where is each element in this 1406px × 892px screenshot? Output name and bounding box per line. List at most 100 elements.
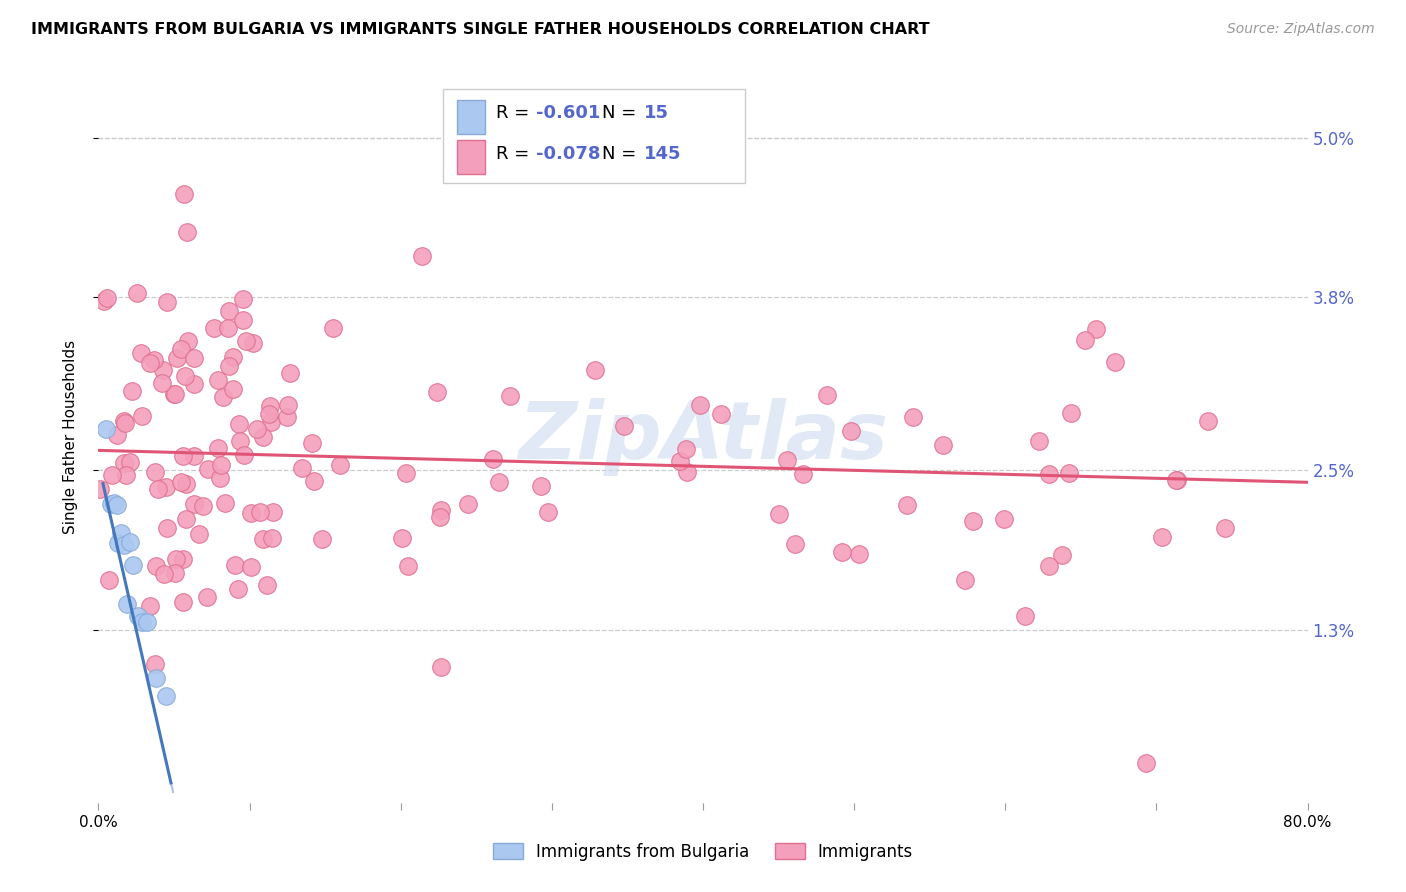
Point bbox=[183, 351, 205, 366]
Point bbox=[118, 455, 141, 469]
Point bbox=[110, 526, 132, 541]
Point bbox=[112, 456, 135, 470]
Point bbox=[232, 312, 254, 326]
Point bbox=[613, 419, 636, 434]
Point bbox=[1014, 608, 1036, 623]
Text: -0.601: -0.601 bbox=[536, 104, 600, 122]
Point bbox=[426, 385, 449, 400]
Point bbox=[112, 539, 135, 553]
Point bbox=[962, 514, 984, 528]
Point bbox=[96, 291, 118, 305]
Point bbox=[329, 458, 352, 472]
Point bbox=[391, 531, 413, 545]
Point bbox=[165, 551, 187, 566]
Point bbox=[901, 409, 924, 424]
Point bbox=[676, 465, 699, 479]
Point bbox=[138, 599, 160, 614]
Point bbox=[209, 458, 232, 472]
Point bbox=[152, 362, 174, 376]
Point bbox=[429, 510, 451, 524]
Point bbox=[1166, 473, 1188, 487]
Point bbox=[195, 590, 218, 604]
Point bbox=[246, 422, 269, 436]
Point bbox=[131, 346, 153, 360]
Point bbox=[457, 497, 479, 511]
Point bbox=[1152, 530, 1174, 544]
Point bbox=[115, 467, 138, 482]
Point bbox=[1050, 548, 1073, 562]
Point bbox=[145, 671, 167, 685]
Point bbox=[322, 321, 344, 335]
Point bbox=[257, 407, 280, 421]
Point bbox=[839, 425, 862, 439]
Point bbox=[125, 286, 148, 301]
Point bbox=[396, 558, 419, 573]
Point bbox=[209, 471, 232, 485]
Point bbox=[256, 578, 278, 592]
Point bbox=[135, 615, 157, 629]
Point bbox=[488, 475, 510, 490]
Point bbox=[277, 398, 299, 412]
Point bbox=[252, 430, 274, 444]
Point bbox=[177, 334, 200, 349]
Point bbox=[191, 500, 214, 514]
Point bbox=[155, 295, 177, 310]
Point bbox=[105, 428, 128, 442]
Point bbox=[211, 390, 233, 404]
Point bbox=[114, 416, 136, 430]
Point bbox=[815, 387, 838, 401]
Point bbox=[156, 520, 179, 534]
Point bbox=[311, 533, 333, 547]
Point bbox=[107, 535, 129, 549]
Point bbox=[530, 479, 553, 493]
Point bbox=[148, 483, 170, 497]
Point bbox=[260, 531, 283, 545]
Point bbox=[155, 480, 177, 494]
Point bbox=[173, 369, 195, 384]
Point bbox=[932, 437, 955, 451]
Point bbox=[121, 384, 143, 399]
Y-axis label: Single Father Households: Single Father Households bbox=[63, 340, 77, 534]
Point bbox=[232, 448, 254, 462]
Point bbox=[226, 582, 249, 597]
Point bbox=[150, 376, 173, 391]
Point bbox=[278, 366, 301, 380]
Point bbox=[163, 387, 186, 401]
Point bbox=[1164, 474, 1187, 488]
Point bbox=[172, 449, 194, 463]
Point bbox=[1057, 466, 1080, 480]
Point bbox=[1038, 559, 1060, 574]
Point bbox=[176, 225, 198, 239]
Point bbox=[183, 497, 205, 511]
Point bbox=[1038, 467, 1060, 482]
Text: N =: N = bbox=[602, 104, 636, 122]
Point bbox=[1104, 354, 1126, 368]
Point bbox=[207, 441, 229, 455]
Point bbox=[127, 609, 149, 624]
Point bbox=[122, 558, 145, 573]
Point bbox=[235, 334, 257, 349]
Point bbox=[263, 505, 285, 519]
Point bbox=[768, 508, 790, 522]
Point bbox=[689, 398, 711, 412]
Point bbox=[252, 532, 274, 546]
Point bbox=[993, 512, 1015, 526]
Text: -0.078: -0.078 bbox=[536, 145, 600, 162]
Point bbox=[183, 449, 205, 463]
Text: N =: N = bbox=[602, 145, 636, 162]
Point bbox=[218, 359, 240, 374]
Text: Source: ZipAtlas.com: Source: ZipAtlas.com bbox=[1227, 22, 1375, 37]
Point bbox=[174, 476, 197, 491]
Point bbox=[430, 503, 453, 517]
Point bbox=[98, 574, 121, 588]
Point bbox=[259, 400, 281, 414]
Point bbox=[260, 415, 283, 429]
Point bbox=[1135, 756, 1157, 770]
Point bbox=[131, 409, 153, 424]
Text: 15: 15 bbox=[644, 104, 669, 122]
Point bbox=[197, 462, 219, 476]
Point bbox=[276, 410, 298, 425]
Point bbox=[169, 342, 191, 356]
Point bbox=[155, 690, 177, 704]
Point bbox=[163, 566, 186, 580]
